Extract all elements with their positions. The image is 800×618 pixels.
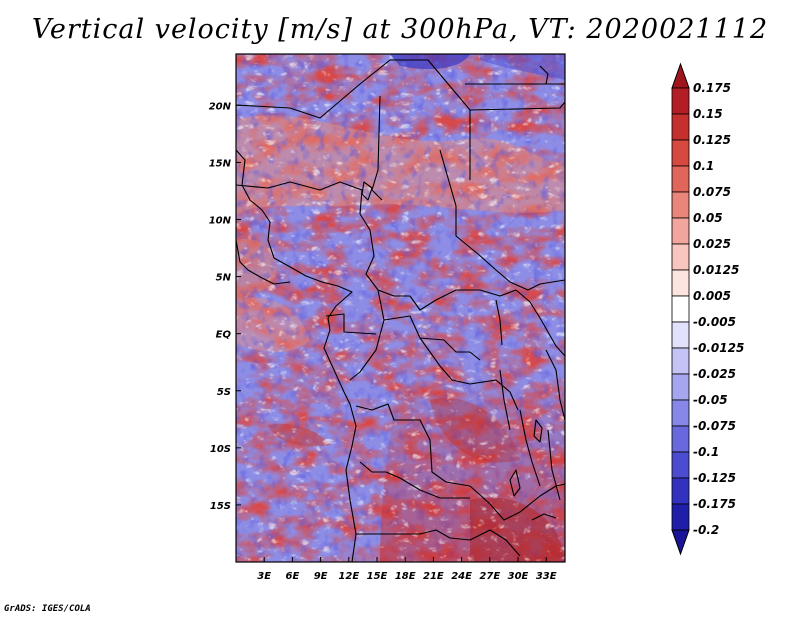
colorbar-segment (671, 425, 690, 453)
colorbar-label: -0.0125 (693, 341, 744, 355)
lat-tick-label: 20N (209, 101, 232, 112)
colorbar-label: 0.05 (693, 211, 723, 225)
colorbar-label: 0.025 (693, 237, 731, 251)
velocity-field (236, 54, 565, 562)
lon-tick-label: 30E (508, 571, 529, 582)
latitude-ticks: 20N 15N 10N 5N EQ 5S 10S 15S (209, 101, 241, 512)
colorbar-segment (671, 191, 690, 219)
lon-tick-label: 33E (536, 571, 557, 582)
colorbar-label: 0.075 (693, 185, 731, 199)
colorbar-top-arrow (671, 62, 690, 89)
colorbar-bottom-arrow (671, 529, 690, 556)
lon-tick-label: 21E (423, 571, 444, 582)
lon-tick-label: 24E (451, 571, 472, 582)
colorbar-label: -0.175 (693, 497, 736, 511)
colorbar: 0.175 0.15 0.125 0.1 0.075 0.05 0.025 0.0125 0.0… (671, 62, 744, 556)
colorbar-segment (671, 113, 690, 141)
colorbar-segment (671, 269, 690, 297)
colorbar-segment (671, 295, 690, 323)
lat-tick-label: 10S (210, 444, 231, 455)
colorbar-label: -0.05 (693, 393, 728, 407)
lat-tick-label: 15S (210, 501, 231, 512)
colorbar-label: -0.025 (693, 367, 736, 381)
colorbar-label: -0.1 (693, 445, 719, 459)
colorbar-label: 0.15 (693, 107, 723, 121)
lon-tick-label: 18E (395, 571, 416, 582)
colorbar-label: -0.005 (693, 315, 736, 329)
colorbar-label: -0.2 (693, 523, 719, 537)
colorbar-label: -0.125 (693, 471, 736, 485)
lon-tick-label: 6E (286, 571, 300, 582)
colorbar-segment (671, 477, 690, 505)
colorbar-segment (671, 217, 690, 245)
lon-tick-label: 15E (367, 571, 388, 582)
lat-tick-label: 10N (209, 216, 232, 227)
colorbar-label: 0.1 (693, 159, 714, 173)
lat-tick-label: EQ (216, 330, 232, 341)
colorbar-label: 0.175 (693, 81, 731, 95)
colorbar-label: 0.0125 (693, 263, 739, 277)
political-boundaries (236, 59, 565, 562)
colorbar-segment (671, 243, 690, 271)
map-frame (235, 53, 566, 563)
lat-tick-label: 15N (209, 158, 232, 169)
colorbar-label: 0.005 (693, 289, 731, 303)
lon-tick-label: 27E (479, 571, 500, 582)
colorbar-segment (671, 165, 690, 193)
lat-tick-label: 5N (216, 273, 232, 284)
lon-tick-label: 3E (257, 571, 271, 582)
colorbar-label: 0.125 (693, 133, 731, 147)
longitude-ticks: 3E 6E 9E 12E 15E 18E 21E 24E 27E 30E 33E (257, 557, 557, 582)
lat-tick-label: 5S (217, 387, 231, 398)
colorbar-segment (671, 139, 690, 167)
lon-tick-label: 12E (338, 571, 359, 582)
map-title: Vertical velocity [m/s] at 300hPa, VT: 2… (31, 14, 769, 45)
colorbar-segment (671, 399, 690, 427)
colorbar-segment (671, 373, 690, 401)
lon-tick-label: 9E (314, 571, 328, 582)
software-credit: GrADS: IGES/COLA (4, 604, 91, 614)
colorbar-segment (671, 321, 690, 349)
colorbar-segment (671, 347, 690, 375)
colorbar-segment (671, 451, 690, 479)
colorbar-segment (671, 87, 690, 115)
colorbar-segment (671, 503, 690, 531)
colorbar-label: -0.075 (693, 419, 736, 433)
